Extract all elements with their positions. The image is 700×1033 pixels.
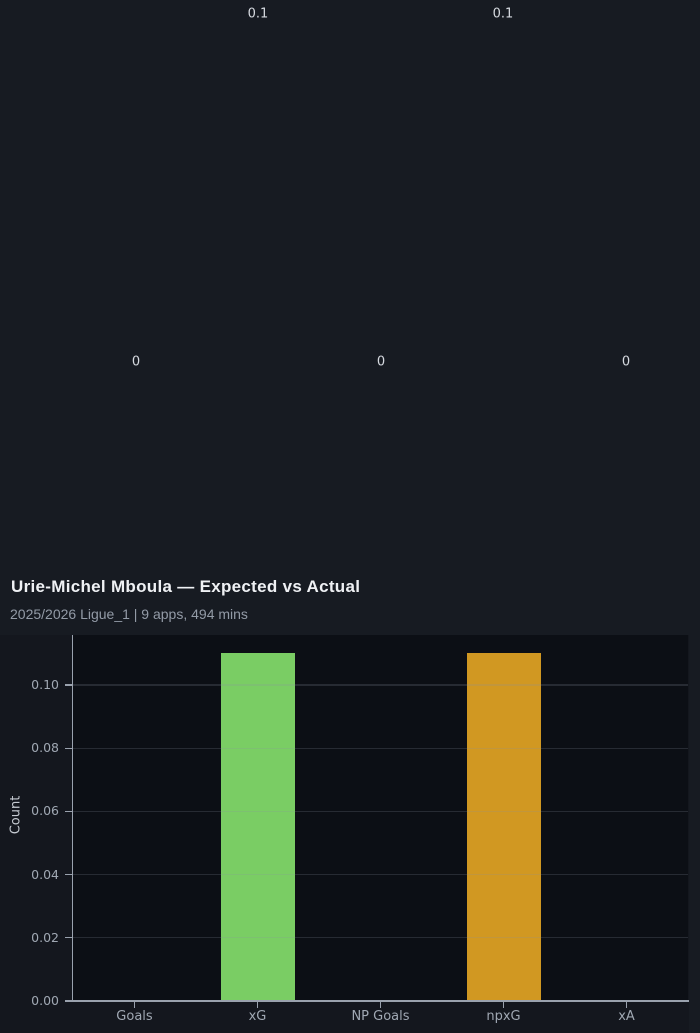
x-tick-mark: [133, 1002, 136, 1008]
bar-value-label: 0: [621, 354, 631, 370]
x-tick-mark: [256, 1002, 259, 1008]
y-tick-label: 0.08: [31, 740, 59, 756]
gridline: [73, 810, 688, 812]
page-subtitle: 2025/2026 Ligue_1 | 9 apps, 494 mins: [10, 606, 248, 622]
bar-chart-figure: Count 0.10 0.08 0.06 0.04 0.02 0.00 Goals xG NP …: [0, 635, 689, 1033]
y-tick-mark: [65, 873, 72, 876]
page-title: Urie-Michel Mboula — Expected vs Actual: [11, 577, 361, 596]
y-tick-mark: [65, 747, 72, 749]
y-tick-label: 0.10: [31, 676, 59, 692]
x-category-label: xG: [248, 1009, 267, 1024]
x-tick-mark: [379, 1002, 382, 1008]
bar-xg[interactable]: [220, 653, 295, 1001]
bar-value-label: 0.1: [492, 6, 514, 22]
y-tick-mark: [65, 1000, 72, 1002]
x-tick-mark: [502, 1002, 505, 1008]
x-category-label: xA: [618, 1009, 635, 1024]
y-tick-mark: [65, 937, 72, 939]
y-tick-mark: [65, 810, 72, 812]
x-axis-line: [72, 1000, 689, 1002]
y-tick-label: 0.00: [31, 993, 59, 1008]
x-category-label: npxG: [486, 1009, 521, 1024]
y-tick-mark: [65, 684, 72, 686]
y-tick-label: 0.02: [31, 929, 59, 945]
y-tick-label: 0.06: [31, 803, 59, 819]
gridline: [73, 937, 688, 939]
gridline: [73, 684, 688, 686]
gridline: [73, 873, 688, 876]
y-tick-label: 0.04: [31, 866, 59, 882]
bar-value-label: 0: [376, 354, 386, 370]
y-axis-line: [72, 635, 74, 1001]
bar-npxg[interactable]: [466, 653, 541, 1001]
bar-value-label: 0: [131, 354, 141, 370]
plot-area: [73, 635, 688, 1001]
bar-value-label: 0.1: [247, 6, 269, 22]
gridline: [73, 747, 688, 749]
x-category-label: Goals: [116, 1009, 153, 1024]
x-category-label: NP Goals: [351, 1009, 410, 1024]
x-tick-mark: [625, 1002, 628, 1008]
